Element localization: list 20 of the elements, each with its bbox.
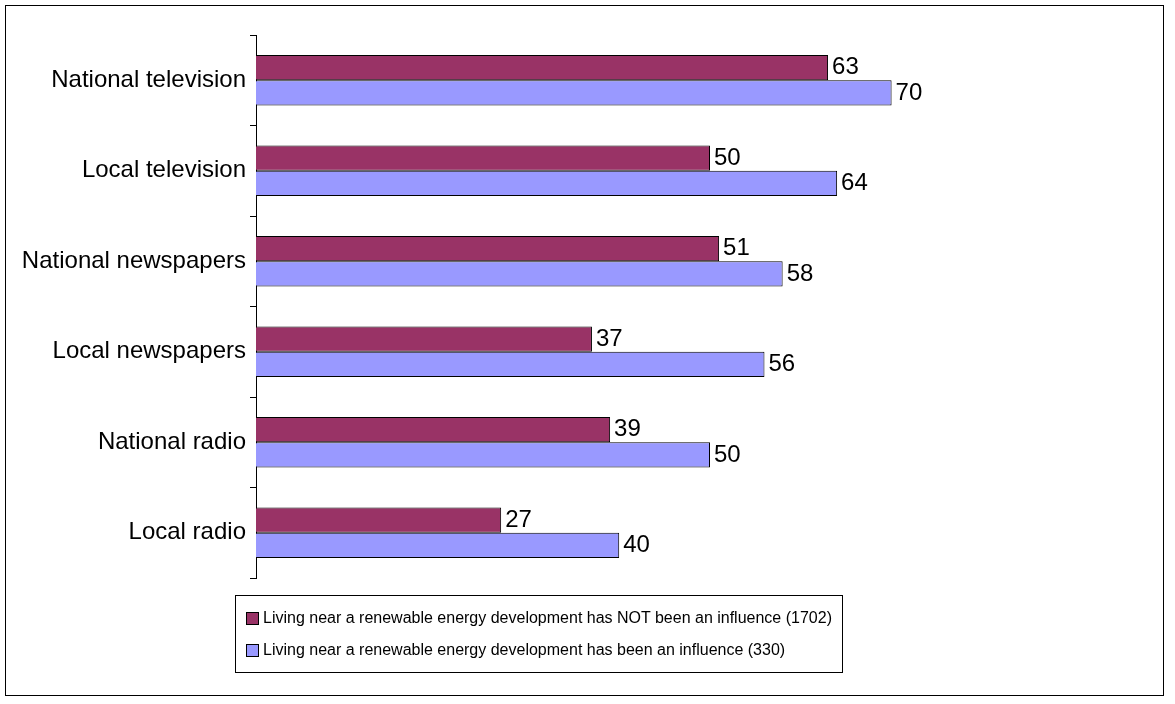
data-label: 58 [786,258,814,286]
data-label: 56 [768,349,796,377]
data-label: 40 [623,530,650,558]
data-label: 50 [714,439,741,467]
data-label: 64 [841,168,868,196]
y-tick-label: Local newspapers [52,336,246,364]
y-tick-label: National radio [97,426,246,454]
y-tick-label: Local television [81,155,246,183]
y-tick-label: National television [51,64,246,92]
data-label: 70 [895,77,923,105]
data-label: 37 [595,323,623,351]
data-label: 50 [714,142,741,170]
data-label: 27 [505,504,532,532]
legend-label: Living near a renewable energy development has been an influence (330) [263,641,786,659]
y-tick-label: Local radio [128,517,246,545]
data-label: 39 [614,414,641,442]
data-label: 51 [723,233,750,261]
y-tick-label: National newspapers [21,245,246,273]
legend-label: Living near a renewable energy development has NOT been an influence (1702) [263,609,832,627]
data-label: 63 [832,52,859,80]
